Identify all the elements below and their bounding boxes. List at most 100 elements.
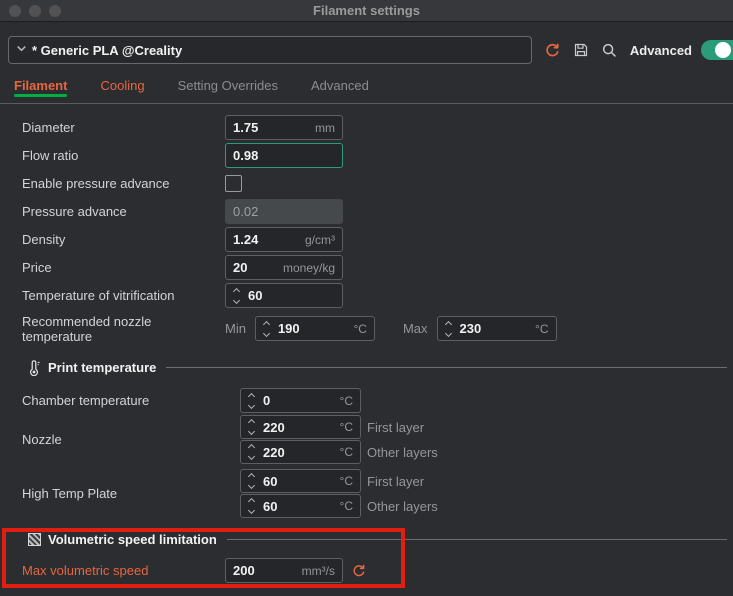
tab-advanced[interactable]: Advanced: [311, 78, 369, 93]
volumetric-section-title: Volumetric speed limitation: [48, 532, 217, 547]
max-label: Max: [402, 321, 428, 336]
titlebar: Filament settings: [0, 0, 733, 22]
nozzle-other-layers-unit: °C: [339, 445, 353, 459]
nozzle-first-layer-input[interactable]: 220 °C: [240, 415, 361, 439]
enable-pressure-advance-checkbox[interactable]: [225, 175, 242, 192]
refresh-icon[interactable]: [544, 36, 561, 64]
density-input[interactable]: 1.24 g/cm³: [225, 227, 343, 252]
section-divider: [166, 367, 727, 368]
pressure-advance-value: 0.02: [233, 204, 259, 219]
price-value: 20: [233, 260, 248, 275]
plate-first-layer-value: 60: [263, 473, 278, 489]
high-temp-plate-row: High Temp Plate 60 °C First layer 60 °C: [22, 469, 733, 518]
minimize-button[interactable]: [29, 4, 41, 17]
recommended-nozzle-row: Recommended nozzle temperature Min 190 °…: [22, 313, 733, 344]
price-unit: money/kg: [282, 260, 335, 275]
vitrification-label: Temperature of vitrification: [22, 288, 175, 303]
max-volumetric-speed-input[interactable]: 200 mm³/s: [225, 558, 343, 583]
density-label: Density: [22, 232, 66, 247]
preset-toolbar: * Generic PLA @Creality Advanced: [0, 22, 733, 64]
plate-first-layer-input[interactable]: 60 °C: [240, 469, 361, 493]
plate-other-layers-value: 60: [263, 498, 278, 514]
density-row: Density 1.24 g/cm³: [22, 227, 733, 252]
advanced-mode-label: Advanced: [629, 42, 692, 58]
flow-ratio-row: Flow ratio 0.98: [22, 143, 733, 168]
density-unit: g/cm³: [305, 232, 335, 247]
chamber-temperature-label: Chamber temperature: [22, 393, 150, 408]
spinner-arrows[interactable]: [244, 392, 259, 409]
diameter-label: Diameter: [22, 120, 75, 135]
spinner-arrows[interactable]: [244, 472, 259, 490]
chamber-temperature-value: 0: [263, 393, 271, 408]
diameter-input[interactable]: 1.75 mm: [225, 115, 343, 140]
print-temperature-section-header: Print temperature: [28, 359, 733, 376]
window-title: Filament settings: [313, 3, 420, 18]
undo-refresh-icon[interactable]: [351, 563, 367, 579]
diameter-unit: mm: [315, 120, 335, 135]
nozzle-temp-max-input[interactable]: 230 °C: [436, 316, 557, 341]
spinner-arrows[interactable]: [441, 320, 456, 337]
section-divider: [226, 539, 727, 540]
settings-panel: Diameter 1.75 mm Flow ratio 0.98 Enable …: [0, 104, 733, 583]
other-layers-tag: Other layers: [367, 498, 438, 514]
settings-tabs: Filament Cooling Setting Overrides Advan…: [0, 78, 733, 104]
spinner-arrows[interactable]: [259, 320, 274, 337]
zoom-button[interactable]: [49, 4, 61, 17]
first-layer-tag: First layer: [367, 473, 425, 489]
chamber-temperature-input[interactable]: 0 °C: [240, 388, 361, 413]
max-volumetric-speed-value: 200: [233, 563, 255, 578]
price-input[interactable]: 20 money/kg: [225, 255, 343, 280]
chevron-down-icon: [15, 42, 28, 58]
spinner-arrows[interactable]: [244, 443, 259, 461]
diameter-value: 1.75: [233, 120, 259, 135]
spinner-arrows[interactable]: [229, 287, 244, 304]
nozzle-temp-max-unit: °C: [535, 321, 549, 336]
nozzle-first-layer-value: 220: [263, 419, 285, 435]
flow-ratio-value: 0.98: [233, 148, 259, 163]
nozzle-label: Nozzle: [22, 432, 62, 447]
close-button[interactable]: [9, 4, 21, 17]
spinner-arrows[interactable]: [244, 497, 259, 515]
plate-other-layers-unit: °C: [339, 499, 353, 513]
chamber-temperature-unit: °C: [339, 393, 353, 408]
save-icon[interactable]: [573, 36, 589, 64]
price-label: Price: [22, 260, 52, 275]
tab-setting-overrides[interactable]: Setting Overrides: [177, 78, 278, 93]
max-volumetric-speed-unit: mm³/s: [301, 563, 335, 578]
nozzle-temp-min-unit: °C: [353, 321, 367, 336]
tab-filament[interactable]: Filament: [14, 78, 68, 99]
nozzle-temp-min-value: 190: [277, 321, 300, 336]
tab-cooling[interactable]: Cooling: [100, 78, 145, 93]
high-temp-plate-label: High Temp Plate: [22, 486, 118, 501]
diameter-row: Diameter 1.75 mm: [22, 115, 733, 140]
advanced-mode-toggle[interactable]: [701, 40, 733, 60]
window-controls: [9, 4, 61, 17]
nozzle-temp-min-input[interactable]: 190 °C: [254, 316, 375, 341]
enable-pressure-advance-row: Enable pressure advance: [22, 171, 733, 196]
vitrification-input[interactable]: 60: [225, 283, 343, 308]
density-value: 1.24: [233, 232, 259, 247]
print-temperature-title: Print temperature: [48, 360, 157, 375]
first-layer-tag: First layer: [367, 419, 425, 435]
other-layers-tag: Other layers: [367, 444, 438, 460]
thermometer-icon: [28, 359, 41, 376]
chamber-temperature-row: Chamber temperature 0 °C: [22, 388, 733, 413]
preset-combobox[interactable]: * Generic PLA @Creality: [8, 36, 532, 64]
vitrification-value: 60: [248, 288, 263, 303]
nozzle-other-layers-value: 220: [263, 444, 285, 460]
spinner-arrows[interactable]: [244, 418, 259, 436]
pressure-advance-row: Pressure advance 0.02: [22, 199, 733, 224]
max-volumetric-speed-label: Max volumetric speed: [22, 563, 149, 578]
nozzle-first-layer-unit: °C: [339, 420, 353, 434]
nozzle-other-layers-input[interactable]: 220 °C: [240, 440, 361, 464]
hatched-checkbox-icon[interactable]: [28, 533, 41, 546]
flow-ratio-input[interactable]: 0.98: [225, 143, 343, 168]
preset-name: * Generic PLA @Creality: [32, 42, 183, 58]
pressure-advance-input: 0.02: [225, 199, 343, 224]
pressure-advance-label: Pressure advance: [22, 204, 127, 219]
search-icon[interactable]: [601, 36, 618, 64]
recommended-nozzle-label: Recommended nozzle temperature: [22, 313, 152, 344]
plate-other-layers-input[interactable]: 60 °C: [240, 494, 361, 518]
nozzle-temp-max-value: 230: [459, 321, 482, 336]
